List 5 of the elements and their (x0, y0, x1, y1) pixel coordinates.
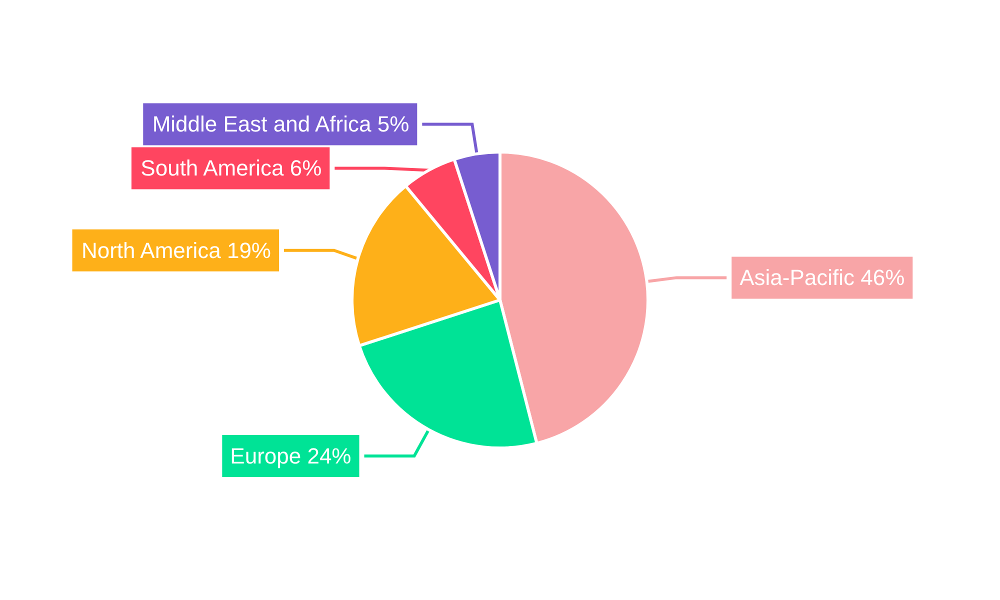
slice-label: North America 19% (81, 238, 271, 263)
slice-label: Middle East and Africa 5% (152, 112, 410, 137)
slice-label: South America 6% (140, 156, 322, 181)
slice-label: Asia-Pacific 46% (740, 265, 905, 290)
slice-label: Europe 24% (230, 443, 352, 468)
